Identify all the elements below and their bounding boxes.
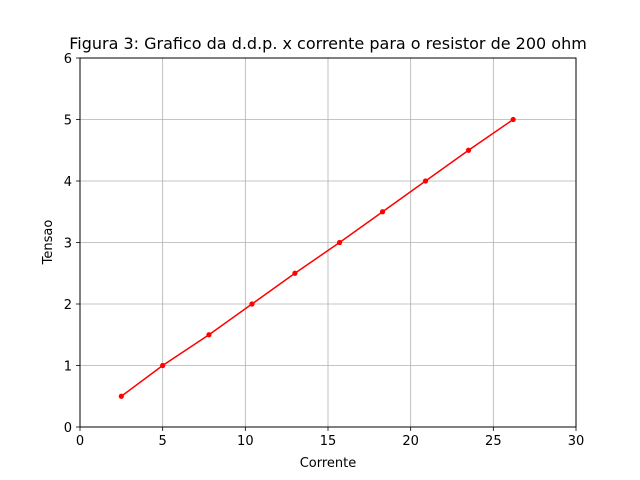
x-tick-label: 10: [237, 434, 254, 449]
data-point: [292, 270, 298, 276]
data-point: [379, 209, 386, 215]
data-point: [118, 393, 124, 399]
data-point: [422, 178, 429, 184]
x-tick-label: 25: [485, 434, 502, 449]
data-point: [206, 332, 212, 338]
x-tick-label: 30: [568, 434, 585, 449]
y-tick-label: 2: [64, 298, 72, 313]
data-point: [510, 116, 516, 123]
y-tick-label: 4: [64, 175, 72, 190]
series-line: [120, 118, 514, 397]
x-tick-label: 15: [320, 434, 337, 449]
y-tick-label: 6: [64, 52, 72, 67]
y-tick-label: 1: [64, 360, 72, 375]
data-point: [160, 362, 166, 369]
data-point: [465, 147, 472, 153]
x-axis-label: Corrente: [300, 456, 357, 471]
data-point: [336, 239, 343, 246]
x-tick-label: 0: [76, 434, 84, 449]
y-tick-label: 5: [64, 114, 72, 129]
axis-ticks: 0 5 10 15 20 25 30 0 1 2 3 4 5 6: [64, 52, 585, 449]
data-point: [249, 301, 255, 307]
y-tick-label: 0: [64, 421, 72, 436]
y-tick-label: 3: [64, 237, 72, 252]
y-axis-label: Tensao: [41, 220, 56, 266]
x-tick-label: 20: [402, 434, 419, 449]
x-tick-label: 5: [159, 434, 167, 449]
data-series: [118, 116, 516, 399]
chart-title: Figura 3: Grafico da d.d.p. x corrente p…: [69, 34, 587, 53]
